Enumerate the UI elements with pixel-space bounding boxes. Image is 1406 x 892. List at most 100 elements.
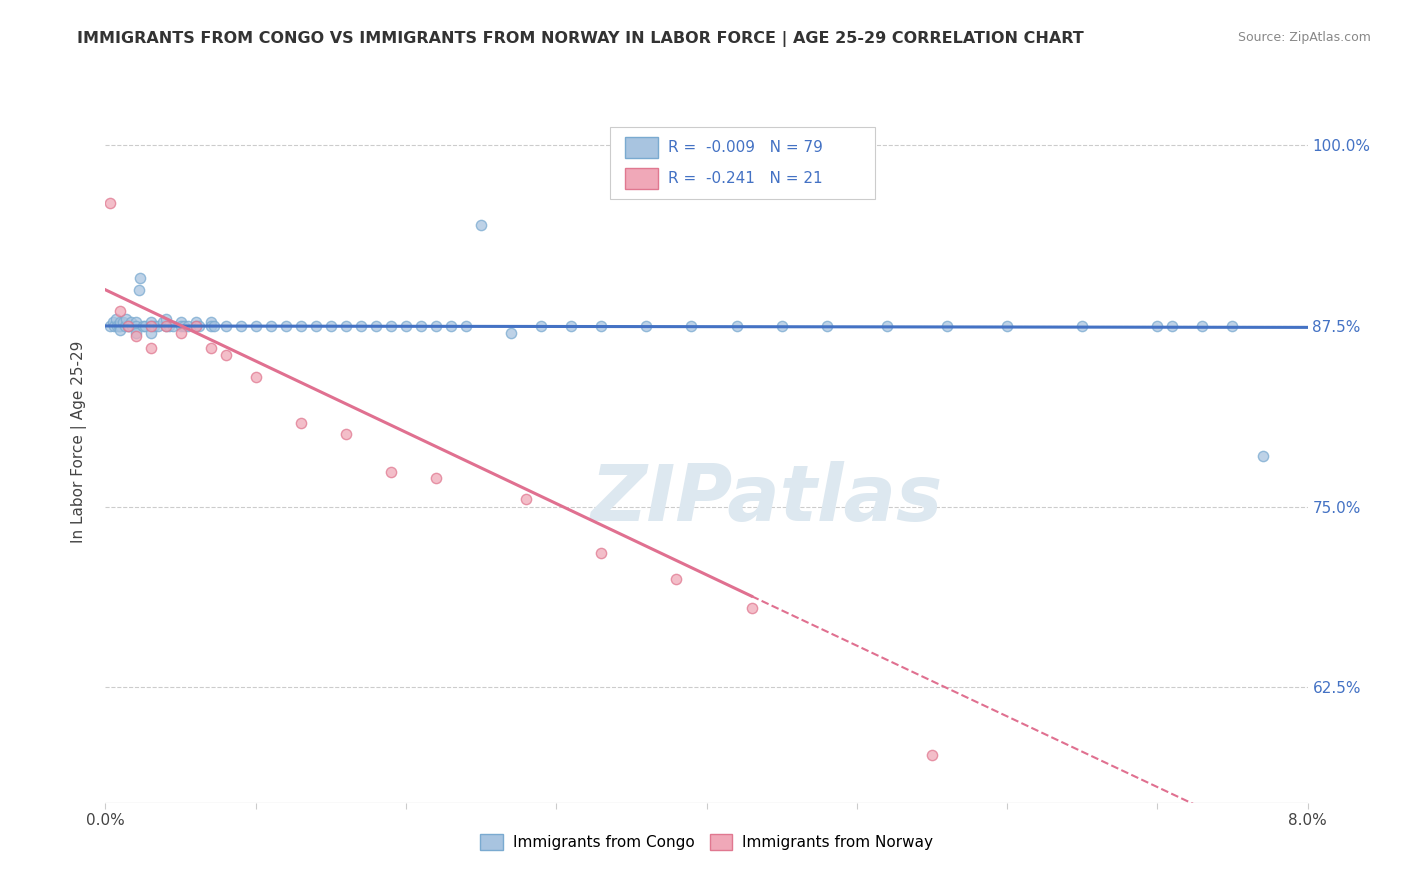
Point [515, 492, 537, 507]
Text: R =  -0.241   N = 21: R = -0.241 N = 21 [668, 171, 823, 186]
Point [335, 427, 357, 442]
Point [921, 748, 943, 763]
Point [103, 318, 125, 333]
Point [395, 318, 418, 333]
Point [245, 318, 267, 333]
Point [132, 318, 155, 333]
Point [290, 318, 312, 333]
Point [305, 318, 328, 333]
Point [129, 271, 152, 285]
Point [155, 311, 177, 326]
Point [108, 318, 131, 333]
Point [157, 318, 180, 333]
Point [152, 315, 174, 329]
Point [139, 341, 162, 355]
Point [440, 318, 463, 333]
Point [1071, 318, 1094, 333]
Point [636, 318, 658, 333]
Point [112, 315, 135, 329]
Point [501, 326, 523, 340]
Point [229, 318, 252, 333]
Point [155, 318, 177, 333]
Point [162, 318, 184, 333]
Point [107, 318, 129, 333]
Point [380, 465, 402, 479]
Point [139, 315, 162, 329]
Point [456, 318, 478, 333]
Point [200, 341, 222, 355]
Point [335, 318, 357, 333]
Point [121, 318, 143, 333]
FancyBboxPatch shape [624, 137, 658, 158]
Point [681, 318, 703, 333]
Point [245, 369, 267, 384]
Point [200, 318, 222, 333]
Point [1161, 318, 1184, 333]
Text: IMMIGRANTS FROM CONGO VS IMMIGRANTS FROM NORWAY IN LABOR FORCE | AGE 25-29 CORRE: IMMIGRANTS FROM CONGO VS IMMIGRANTS FROM… [77, 31, 1084, 47]
Point [124, 326, 146, 340]
Point [380, 318, 402, 333]
Point [117, 318, 139, 333]
Point [120, 315, 142, 329]
Y-axis label: In Labor Force | Age 25-29: In Labor Force | Age 25-29 [70, 341, 87, 542]
Point [110, 318, 132, 333]
Point [155, 318, 177, 333]
Point [184, 318, 207, 333]
Point [139, 318, 162, 333]
Point [274, 318, 297, 333]
Point [98, 196, 121, 211]
Point [139, 318, 162, 333]
Point [177, 318, 200, 333]
Point [815, 318, 838, 333]
Point [101, 315, 124, 329]
Point [364, 318, 387, 333]
Point [530, 318, 553, 333]
Point [470, 218, 492, 232]
Point [110, 323, 132, 337]
Point [110, 315, 132, 329]
Point [1251, 449, 1274, 463]
Point [200, 315, 222, 329]
Point [169, 326, 191, 340]
Point [1222, 318, 1244, 333]
Point [260, 318, 283, 333]
Point [1191, 318, 1213, 333]
Legend: Immigrants from Congo, Immigrants from Norway: Immigrants from Congo, Immigrants from N… [474, 829, 939, 856]
Point [187, 318, 209, 333]
Point [290, 416, 312, 430]
Point [115, 311, 138, 326]
Point [110, 304, 132, 318]
Point [202, 318, 225, 333]
Point [139, 326, 162, 340]
Point [134, 318, 156, 333]
Point [184, 315, 207, 329]
Point [117, 318, 139, 333]
Point [124, 329, 146, 343]
Point [591, 546, 613, 560]
Point [142, 318, 165, 333]
Point [591, 318, 613, 333]
Point [350, 318, 373, 333]
Point [876, 318, 898, 333]
Point [725, 318, 748, 333]
Point [741, 600, 763, 615]
Point [104, 311, 127, 326]
FancyBboxPatch shape [610, 128, 875, 200]
Point [665, 572, 688, 586]
Point [169, 318, 191, 333]
FancyBboxPatch shape [624, 169, 658, 189]
Point [173, 318, 195, 333]
Point [425, 318, 447, 333]
Point [319, 318, 342, 333]
Point [124, 318, 146, 333]
Point [1146, 318, 1168, 333]
Point [995, 318, 1018, 333]
Point [118, 318, 141, 333]
Point [770, 318, 793, 333]
Point [98, 318, 121, 333]
Point [169, 315, 191, 329]
Point [560, 318, 582, 333]
Point [214, 318, 236, 333]
Point [146, 318, 169, 333]
Point [214, 348, 236, 362]
